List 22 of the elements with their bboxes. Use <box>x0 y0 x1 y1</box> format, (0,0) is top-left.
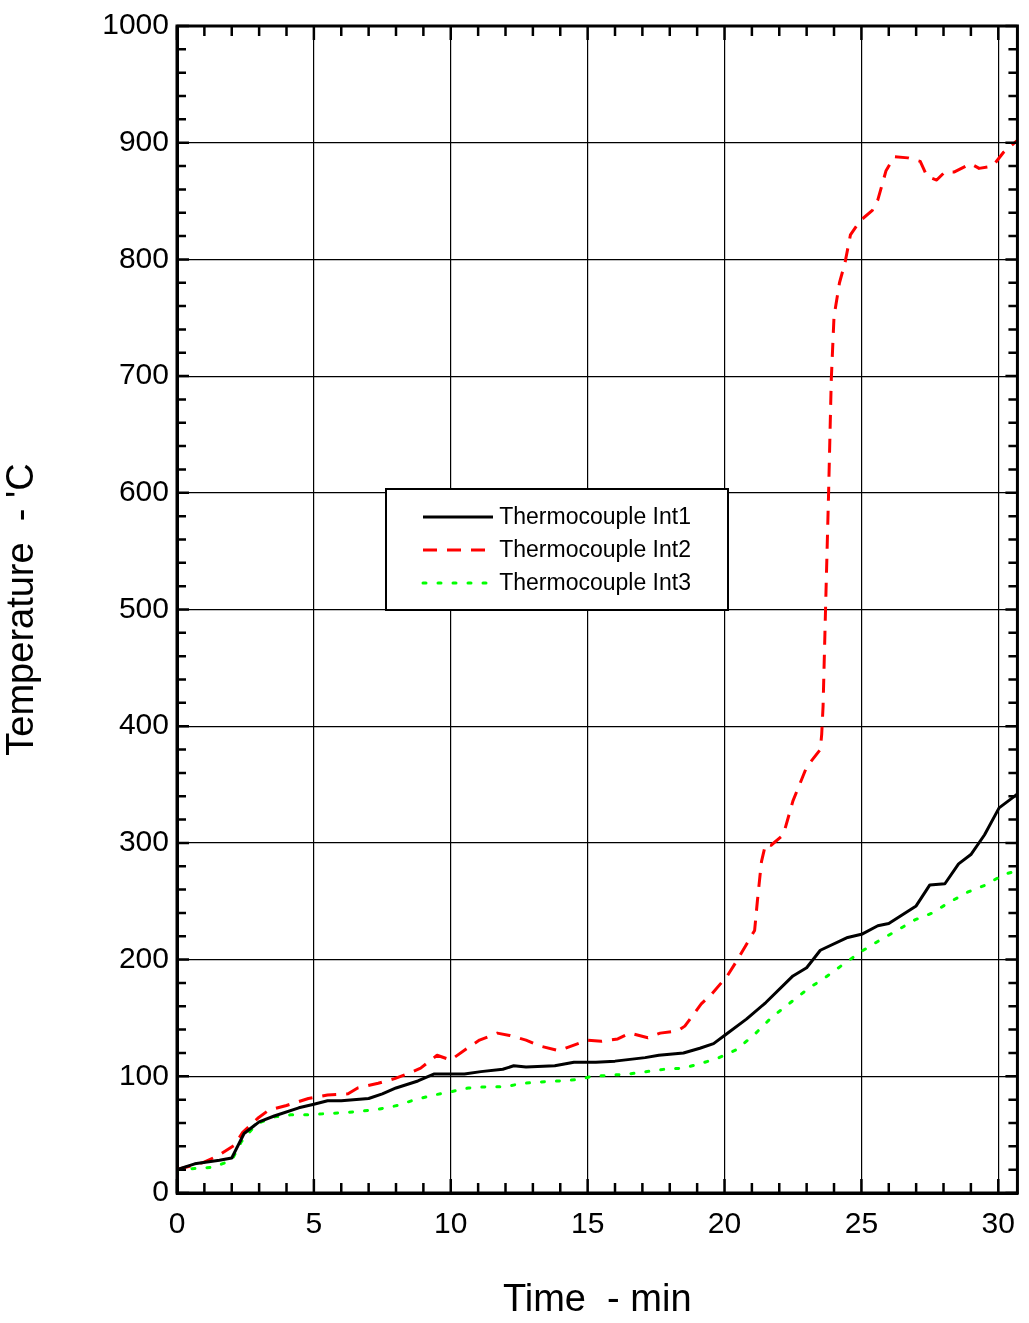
y-tick-label: 600 <box>118 474 169 508</box>
y-tick-label: 700 <box>118 357 169 391</box>
y-tick-label: 900 <box>118 123 169 157</box>
y-tick-label: 500 <box>118 590 169 624</box>
y-tick-label: 100 <box>118 1057 169 1091</box>
legend-label: Thermocouple Int1 <box>499 502 691 531</box>
x-tick-label: 30 <box>981 1206 1015 1240</box>
legend-label: Thermocouple Int2 <box>499 535 691 564</box>
y-tick-label: 0 <box>152 1174 169 1208</box>
x-tick-label: 10 <box>434 1206 468 1240</box>
y-tick-label: 800 <box>118 240 169 274</box>
x-axis-title: Time - min <box>502 1276 692 1319</box>
y-tick-label: 400 <box>118 707 169 741</box>
y-tick-label: 200 <box>118 940 169 974</box>
x-tick-label: 5 <box>305 1206 323 1240</box>
legend-label: Thermocouple Int3 <box>499 568 691 597</box>
x-tick-label: 20 <box>707 1206 742 1240</box>
y-axis-title: Temperature - 'C <box>0 463 42 756</box>
y-tick-label: 1000 <box>102 7 169 41</box>
x-tick-label: 25 <box>844 1206 879 1240</box>
y-tick-label: 300 <box>118 824 169 858</box>
x-tick-label: 15 <box>570 1206 605 1240</box>
